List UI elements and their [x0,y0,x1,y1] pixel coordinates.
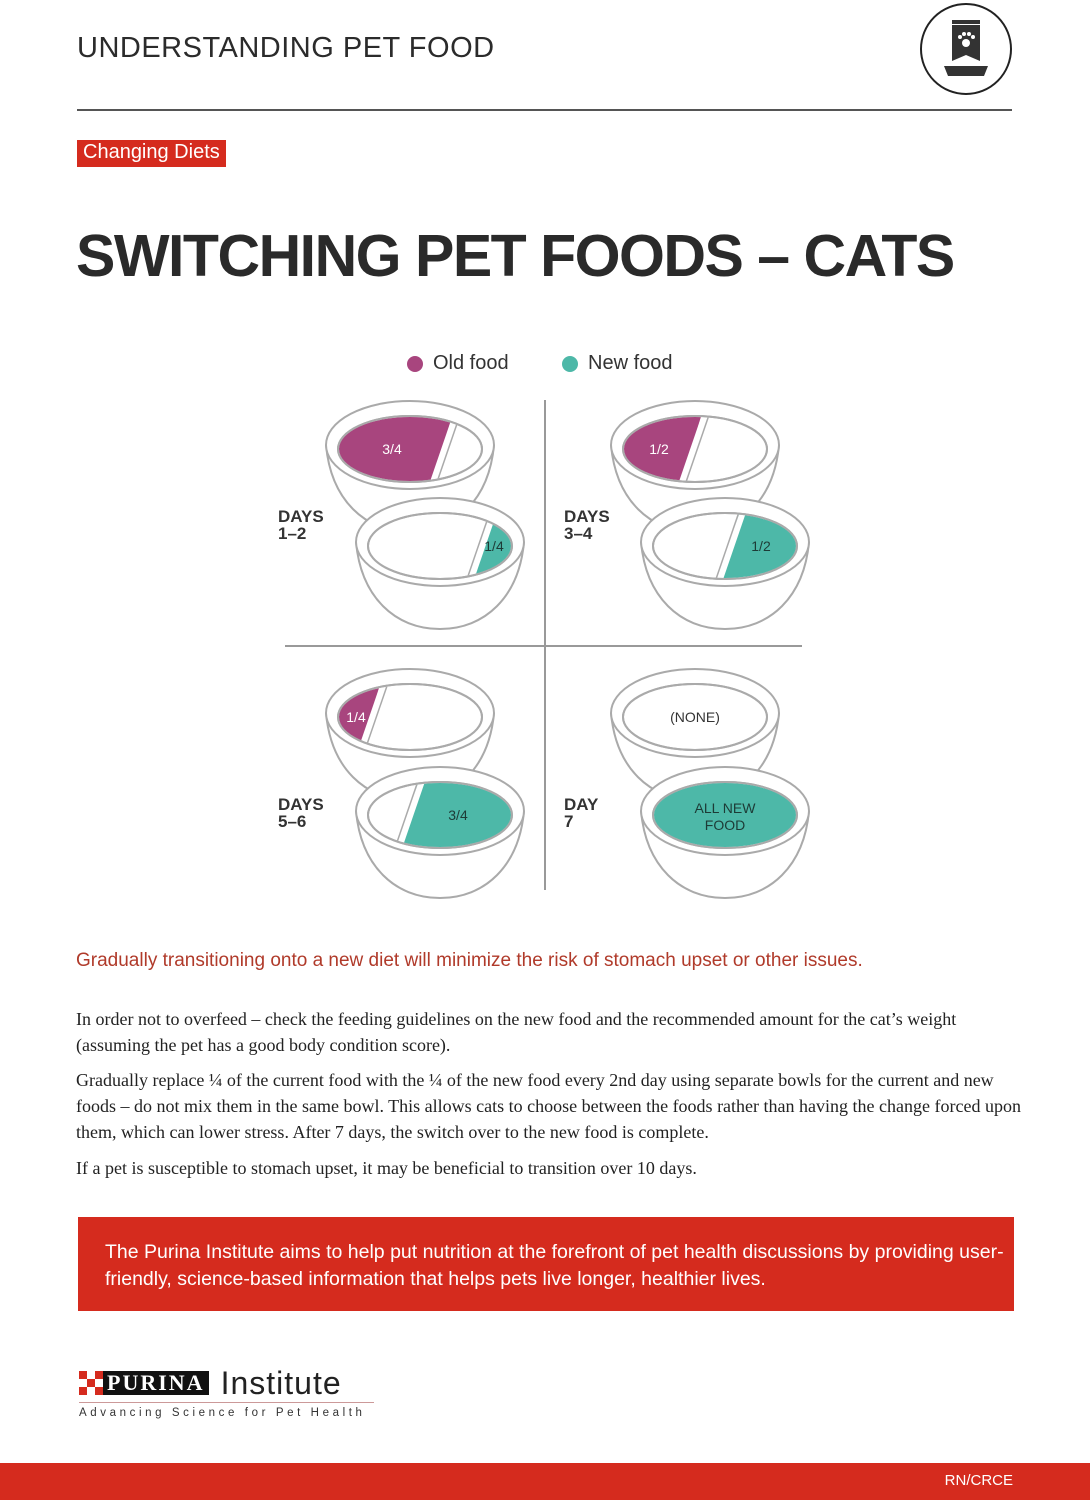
mission-banner: The Purina Institute aims to help put nu… [78,1217,1014,1311]
lead-text: Gradually transitioning onto a new diet … [76,950,863,971]
day-label-4: DAY 7 [564,795,599,831]
new-food-bowl: ALL NEW FOOD [640,766,810,900]
new-food-dot-icon [562,355,578,372]
logo-tagline: Advancing Science for Pet Health [79,1407,366,1419]
checkerboard-logo-icon [79,1371,103,1395]
portion-label: 1/2 [751,538,771,554]
new-food-bowl: 1/4 [355,497,525,631]
new-food-bowl: 3/4 [355,766,525,900]
food-portion [396,783,511,847]
logo-name: Institute [220,1365,342,1401]
paragraph: If a pet is susceptible to stomach upset… [76,1158,697,1178]
day-label-3: DAYS 5–6 [278,795,324,831]
portion-label: (NONE) [670,709,720,725]
old-food-dot-icon [407,355,423,372]
page-title: SWITCHING PET FOODS – CATS [76,223,955,289]
day-label-2: DAYS 3–4 [564,507,610,543]
portion-label: 1/2 [649,441,669,457]
paragraph: Gradually replace ¼ of the current food … [76,1070,1021,1142]
footer-code: RN/CRCE [944,1472,1013,1489]
food-portion [339,417,454,481]
pet-food-bag-icon [920,3,1012,95]
old-food-bowl: (NONE) [610,668,780,802]
banner-text: The Purina Institute aims to help put nu… [105,1241,1004,1290]
purina-institute-logo: PURINA Institute Advancing Science for P… [79,1365,374,1419]
old-food-bowl: 3/4 [325,400,495,534]
portion-label: 1/4 [484,538,504,554]
portion-label: 3/4 [382,441,402,457]
food-portion [654,783,796,847]
paragraph: In order not to overfeed – check the fee… [76,1009,957,1055]
legend-label: New food [588,352,673,374]
portion-label: 3/4 [448,807,468,823]
portion-label: 1/4 [346,709,366,725]
new-food-bowl: 1/2 [640,497,810,631]
header-title: UNDERSTANDING PET FOOD [77,32,495,64]
portion-label: ALL NEW FOOD [695,800,757,833]
header-divider [77,109,1012,111]
day-label-1: DAYS 1–2 [278,507,324,543]
legend-old-food: Old food [407,352,509,375]
legend-new-food: New food [562,352,673,375]
legend-label: Old food [433,352,509,374]
logo-brand: PURINA [103,1371,209,1395]
footer-bar: RN/CRCE [0,1463,1090,1500]
section-badge: Changing Diets [77,140,226,167]
bowl-diagram: 3/4 1/4 1/2 1/2 1/4 3/4 (NONE) ALL NEW FOOD [285,400,810,900]
